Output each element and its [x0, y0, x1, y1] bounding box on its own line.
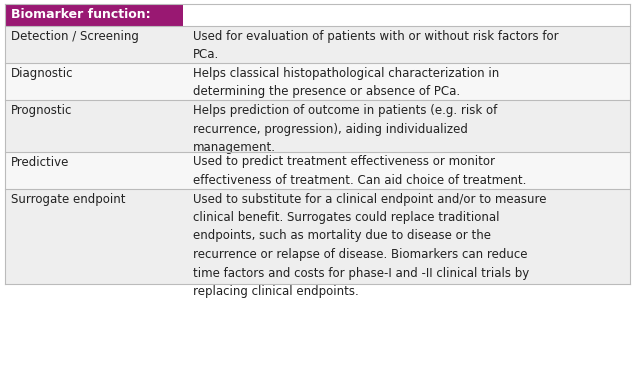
Bar — [5, 189, 630, 283]
Bar — [5, 63, 630, 100]
Text: Predictive: Predictive — [11, 156, 69, 169]
Text: Used to substitute for a clinical endpoint and/or to measure
clinical benefit. S: Used to substitute for a clinical endpoi… — [193, 192, 547, 298]
Text: Detection / Screening: Detection / Screening — [11, 30, 139, 43]
Text: Used for evaluation of patients with or without risk factors for
PCa.: Used for evaluation of patients with or … — [193, 30, 559, 62]
Bar — [5, 100, 630, 152]
Text: Helps prediction of outcome in patients (e.g. risk of
recurrence, progression), : Helps prediction of outcome in patients … — [193, 104, 497, 154]
Text: Helps classical histopathological characterization in
determining the presence o: Helps classical histopathological charac… — [193, 67, 499, 99]
Bar — [183, 4, 630, 26]
Text: Biomarker function:: Biomarker function: — [11, 8, 150, 22]
Text: Used to predict treatment effectiveness or monitor
effectiveness of treatment. C: Used to predict treatment effectiveness … — [193, 156, 526, 187]
Text: Diagnostic: Diagnostic — [11, 67, 74, 80]
Bar — [5, 152, 630, 189]
Text: Prognostic: Prognostic — [11, 104, 72, 117]
Bar — [5, 26, 630, 63]
Bar — [5, 4, 183, 26]
Text: Surrogate endpoint: Surrogate endpoint — [11, 192, 126, 206]
